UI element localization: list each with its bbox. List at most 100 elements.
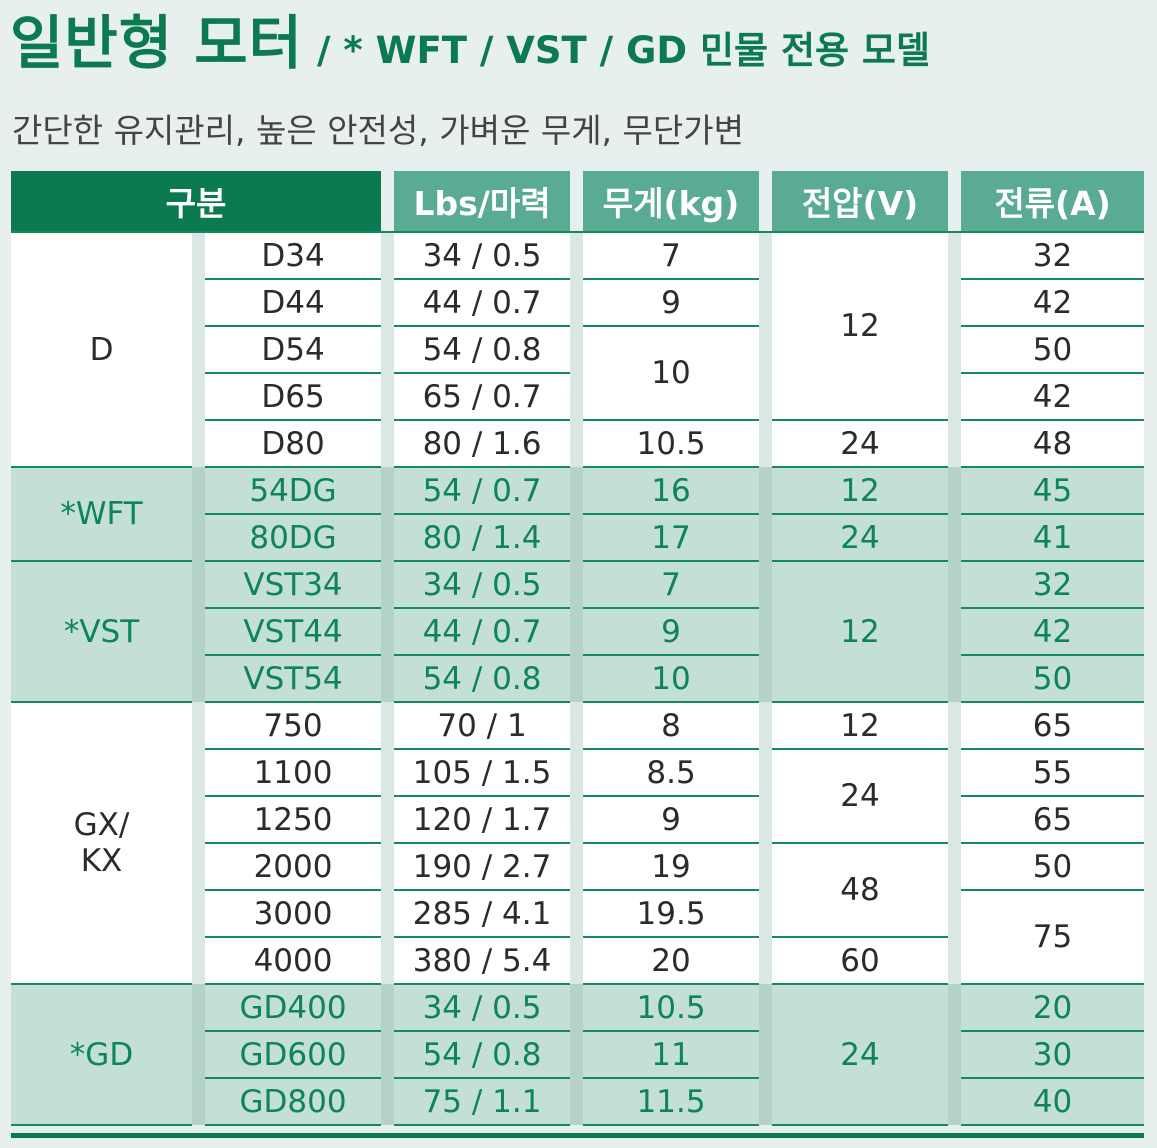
table-row: 4000 380 / 5.4 20 60 [11,937,1144,985]
voltage-cell: 48 [772,843,949,938]
current-cell: 65 [961,702,1145,750]
group-gd: *GD GD400 34 / 0.5 10.5 24 20 GD600 54 /… [11,984,1145,1126]
model-cell: 4000 [205,937,382,985]
model-cell: GD400 [205,984,382,1032]
lbs-cell: 34 / 0.5 [394,561,571,609]
lbs-cell: 44 / 0.7 [394,608,571,656]
current-cell: 40 [961,1078,1145,1126]
weight-cell: 10.5 [583,984,760,1032]
weight-cell: 8.5 [583,749,760,797]
header-lbs: Lbs/마력 [394,171,571,232]
table-row: 80DG 80 / 1.4 17 24 41 [11,514,1145,562]
model-cell: VST44 [205,608,382,656]
table-row: 2000 190 / 2.7 19 48 50 [11,843,1145,938]
group-label: D [11,232,192,468]
table-row: D65 65 / 0.7 42 [11,373,1145,421]
voltage-cell: 24 [772,984,949,1126]
model-cell: 1250 [205,796,382,844]
header-weight: 무게(kg) [583,171,760,232]
current-cell: 45 [961,467,1145,515]
weight-cell: 11.5 [583,1078,760,1126]
current-cell: 32 [961,232,1145,280]
weight-cell: 10 [583,655,760,703]
group-label: *GD [11,984,192,1126]
model-cell: VST34 [205,561,382,609]
current-cell: 50 [961,843,1145,891]
weight-cell: 20 [583,937,760,985]
title-sub: / * WFT / VST / GD 민물 전용 모델 [317,29,930,72]
lbs-cell: 54 / 0.8 [394,1031,571,1079]
table-row: D80 80 / 1.6 10.5 24 48 [11,420,1145,468]
motor-spec-table: 구분 Lbs/마력 무게(kg) 전압(V) 전류(A) D D34 34 / … [11,171,1145,1126]
weight-cell: 8 [583,702,760,750]
header-current: 전류(A) [961,171,1145,232]
model-cell: D80 [205,420,382,468]
lbs-cell: 44 / 0.7 [394,279,571,327]
current-cell: 50 [961,655,1145,703]
model-cell: GD600 [205,1031,382,1079]
model-cell: D65 [205,373,382,421]
weight-cell: 9 [583,796,760,844]
table-row: *VST VST34 34 / 0.5 7 12 32 [11,561,1145,703]
current-cell: 75 [961,890,1145,985]
lbs-cell: 80 / 1.6 [394,420,571,468]
voltage-cell: 12 [772,232,949,421]
weight-cell: 10.5 [583,420,760,468]
table-row: *WFT 54DG 54 / 0.7 16 12 45 [11,467,1145,562]
lbs-cell: 380 / 5.4 [394,937,571,985]
group-label-line1: GX/ [73,807,130,843]
lbs-cell: 34 / 0.5 [394,232,571,280]
model-cell: VST54 [205,655,382,703]
weight-cell: 7 [583,232,760,280]
table-row: GD800 75 / 1.1 11.5 40 [11,1078,1145,1126]
lbs-cell: 105 / 1.5 [394,749,571,797]
group-d: D D34 34 / 0.5 7 12 32 D44 44 / 0.7 9 [11,232,1145,468]
table-row: 3000 285 / 4.1 19.5 75 [11,890,1145,985]
table-row: 1250 120 / 1.7 9 65 [11,796,1145,844]
page-subtitle: 간단한 유지관리, 높은 안전성, 가벼운 무게, 무단가변 [12,111,744,150]
voltage-cell: 24 [772,514,949,562]
bottom-rule [11,1133,1144,1138]
table-row: GD600 54 / 0.8 11 30 [11,1031,1145,1079]
current-cell: 50 [961,326,1145,374]
group-label: *VST [11,561,192,703]
page-title: 일반형 모터 / * WFT / VST / GD 민물 전용 모델 [10,14,930,72]
lbs-cell: 34 / 0.5 [394,984,571,1032]
model-cell: D44 [205,279,382,327]
weight-cell: 10 [583,326,760,421]
current-cell: 42 [961,279,1145,327]
group-vst: *VST VST34 34 / 0.5 7 12 32 VST44 44 / 0… [11,561,1145,703]
voltage-cell: 24 [772,749,949,844]
lbs-cell: 54 / 0.8 [394,655,571,703]
header-voltage: 전압(V) [772,171,949,232]
weight-cell: 7 [583,561,760,609]
weight-cell: 11 [583,1031,760,1079]
table-row: 1100 105 / 1.5 8.5 24 55 [11,749,1145,844]
weight-cell: 16 [583,467,760,515]
group-gx-kx: GX/ KX 750 70 / 1 8 12 65 1100 105 / 1.5 [11,702,1145,985]
group-label: GX/ KX [11,702,192,985]
model-cell: 3000 [205,890,382,938]
table-row: D44 44 / 0.7 9 42 [11,279,1145,327]
model-cell: D34 [205,232,382,280]
group-label-line2: KX [80,843,123,879]
current-cell: 42 [961,608,1145,656]
weight-cell: 9 [583,279,760,327]
voltage-cell: 24 [772,420,949,468]
lbs-cell: 65 / 0.7 [394,373,571,421]
weight-cell: 19 [583,843,760,891]
model-cell: 80DG [205,514,382,562]
current-cell: 55 [961,749,1145,797]
current-cell: 42 [961,373,1145,421]
voltage-cell: 12 [772,561,949,703]
title-main: 일반형 모터 [10,9,303,77]
current-cell: 30 [961,1031,1145,1079]
current-cell: 32 [961,561,1145,609]
table-row: VST54 54 / 0.8 10 50 [11,655,1145,703]
lbs-cell: 75 / 1.1 [394,1078,571,1126]
table-row: VST44 44 / 0.7 9 42 [11,608,1145,656]
lbs-cell: 54 / 0.7 [394,467,571,515]
lbs-cell: 80 / 1.4 [394,514,571,562]
table-row: D54 54 / 0.8 10 50 [11,326,1145,421]
